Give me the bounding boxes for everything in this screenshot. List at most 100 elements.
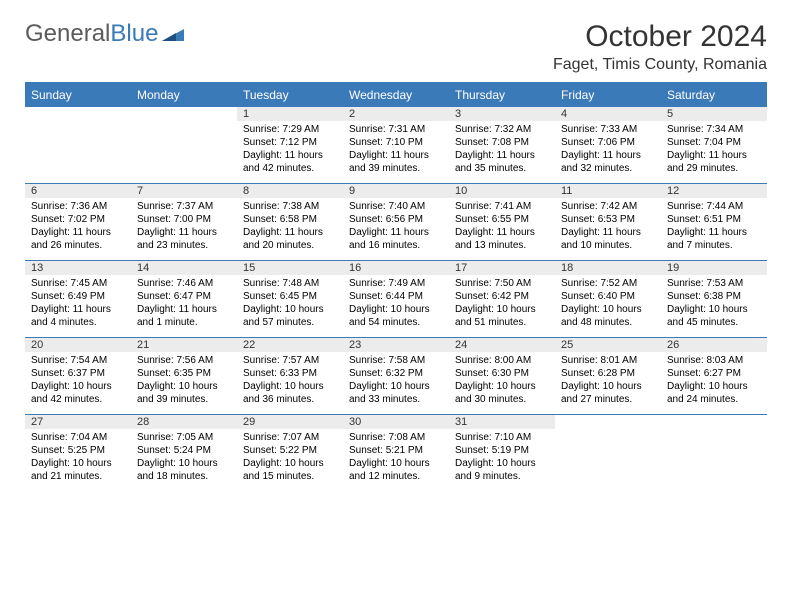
day-cell [555, 429, 661, 491]
day-number: 3 [449, 107, 555, 122]
day-cell-line: Sunrise: 7:52 AM [561, 277, 655, 290]
day-cell-line: Daylight: 10 hours and 15 minutes. [243, 457, 337, 483]
day-cell-line: Sunrise: 7:34 AM [667, 123, 761, 136]
day-cell-line: Sunrise: 7:48 AM [243, 277, 337, 290]
dayhead-sun: Sunday [25, 83, 131, 107]
day-cell: Sunrise: 7:58 AMSunset: 6:32 PMDaylight:… [343, 352, 449, 415]
day-cell-line: Sunrise: 7:07 AM [243, 431, 337, 444]
day-cell-line: Sunrise: 8:00 AM [455, 354, 549, 367]
day-cell-line: Sunrise: 7:42 AM [561, 200, 655, 213]
day-cell: Sunrise: 8:00 AMSunset: 6:30 PMDaylight:… [449, 352, 555, 415]
day-cell-line: Daylight: 11 hours and 16 minutes. [349, 226, 443, 252]
day-cell-line: Sunset: 7:10 PM [349, 136, 443, 149]
day-number: 22 [237, 338, 343, 353]
month-title: October 2024 [553, 20, 767, 54]
day-cell-line: Sunset: 7:02 PM [31, 213, 125, 226]
day-number: 9 [343, 184, 449, 199]
day-number: 17 [449, 261, 555, 276]
day-number: 13 [25, 261, 131, 276]
day-cell-line: Daylight: 11 hours and 20 minutes. [243, 226, 337, 252]
day-cell-line: Daylight: 11 hours and 4 minutes. [31, 303, 125, 329]
day-cell-line: Sunset: 7:06 PM [561, 136, 655, 149]
day-cell-line: Daylight: 11 hours and 10 minutes. [561, 226, 655, 252]
day-cell-line: Sunset: 6:30 PM [455, 367, 549, 380]
day-number [661, 415, 767, 430]
day-cell-line: Daylight: 11 hours and 29 minutes. [667, 149, 761, 175]
day-cell-line: Sunset: 6:55 PM [455, 213, 549, 226]
day-cell-line: Daylight: 11 hours and 42 minutes. [243, 149, 337, 175]
day-cell: Sunrise: 7:54 AMSunset: 6:37 PMDaylight:… [25, 352, 131, 415]
day-cell-line: Daylight: 11 hours and 35 minutes. [455, 149, 549, 175]
day-cell [131, 121, 237, 184]
day-cell-line: Sunset: 7:12 PM [243, 136, 337, 149]
day-cell-line: Sunset: 5:19 PM [455, 444, 549, 457]
location: Faget, Timis County, Romania [553, 56, 767, 74]
day-number [131, 107, 237, 122]
day-cell-line: Daylight: 11 hours and 26 minutes. [31, 226, 125, 252]
day-number: 11 [555, 184, 661, 199]
day-cell-line: Sunrise: 7:04 AM [31, 431, 125, 444]
day-cell: Sunrise: 8:03 AMSunset: 6:27 PMDaylight:… [661, 352, 767, 415]
day-cell-line: Sunrise: 7:37 AM [137, 200, 231, 213]
day-number: 12 [661, 184, 767, 199]
day-number: 30 [343, 415, 449, 430]
dayhead-fri: Friday [555, 83, 661, 107]
day-cell-line: Sunrise: 7:58 AM [349, 354, 443, 367]
day-cell: Sunrise: 7:46 AMSunset: 6:47 PMDaylight:… [131, 275, 237, 338]
day-cell-line: Sunrise: 7:50 AM [455, 277, 549, 290]
day-cell [661, 429, 767, 491]
day-cell: Sunrise: 7:45 AMSunset: 6:49 PMDaylight:… [25, 275, 131, 338]
day-cell-line: Sunset: 6:51 PM [667, 213, 761, 226]
content-row: Sunrise: 7:36 AMSunset: 7:02 PMDaylight:… [25, 198, 767, 261]
day-cell-line: Sunset: 6:37 PM [31, 367, 125, 380]
day-cell-line: Sunset: 5:22 PM [243, 444, 337, 457]
day-header-row: Sunday Monday Tuesday Wednesday Thursday… [25, 83, 767, 107]
day-cell-line: Sunrise: 7:53 AM [667, 277, 761, 290]
day-cell-line: Sunrise: 7:05 AM [137, 431, 231, 444]
day-cell-line: Daylight: 10 hours and 27 minutes. [561, 380, 655, 406]
day-number: 26 [661, 338, 767, 353]
day-number: 6 [25, 184, 131, 199]
calendar-body: 12345 Sunrise: 7:29 AMSunset: 7:12 PMDay… [25, 107, 767, 492]
day-cell-line: Daylight: 11 hours and 23 minutes. [137, 226, 231, 252]
day-cell-line: Sunset: 6:53 PM [561, 213, 655, 226]
day-number: 25 [555, 338, 661, 353]
day-cell-line: Daylight: 10 hours and 12 minutes. [349, 457, 443, 483]
content-row: Sunrise: 7:04 AMSunset: 5:25 PM Daylight:… [25, 429, 767, 491]
day-cell-line: Sunrise: 7:29 AM [243, 123, 337, 136]
day-cell: Sunrise: 7:31 AMSunset: 7:10 PMDaylight:… [343, 121, 449, 184]
day-cell-line: Sunset: 6:27 PM [667, 367, 761, 380]
day-cell: Sunrise: 7:05 AMSunset: 5:24 PMDaylight:… [131, 429, 237, 491]
day-cell: Sunrise: 7:37 AMSunset: 7:00 PMDaylight:… [131, 198, 237, 261]
day-cell-line: Sunset: 6:32 PM [349, 367, 443, 380]
daynum-row: 13141516171819 [25, 261, 767, 276]
day-cell-line: Sunrise: 7:38 AM [243, 200, 337, 213]
day-cell-line: Sunset: 5:25 PM [31, 444, 125, 457]
day-cell-line: Sunset: 6:38 PM [667, 290, 761, 303]
day-cell-line: Sunrise: 7:56 AM [137, 354, 231, 367]
day-cell: Sunrise: 7:10 AMSunset: 5:19 PMDaylight:… [449, 429, 555, 491]
day-number [555, 415, 661, 430]
day-cell-line: Sunset: 6:42 PM [455, 290, 549, 303]
day-number: 19 [661, 261, 767, 276]
content-row: Sunrise: 7:45 AMSunset: 6:49 PMDaylight:… [25, 275, 767, 338]
day-cell-line: Sunrise: 7:40 AM [349, 200, 443, 213]
daynum-row: 6789101112 [25, 184, 767, 199]
day-cell-line: Daylight: 10 hours and 9 minutes. [455, 457, 549, 483]
day-cell-line: Daylight: 10 hours and 30 minutes. [455, 380, 549, 406]
day-cell-line: Sunrise: 7:45 AM [31, 277, 125, 290]
day-cell-line: Daylight: 10 hours and 18 minutes. [137, 457, 231, 483]
day-cell-line: Sunrise: 7:57 AM [243, 354, 337, 367]
day-cell-line: Sunrise: 7:32 AM [455, 123, 549, 136]
day-cell-line: Daylight: 10 hours and 39 minutes. [137, 380, 231, 406]
day-cell-line: Daylight: 10 hours and 42 minutes. [31, 380, 125, 406]
day-cell-line: Sunrise: 8:01 AM [561, 354, 655, 367]
day-number: 2 [343, 107, 449, 122]
day-cell-line: Daylight: 11 hours and 32 minutes. [561, 149, 655, 175]
day-cell-line: Daylight: 10 hours and 24 minutes. [667, 380, 761, 406]
logo: GeneralBlue [25, 20, 184, 48]
day-number: 10 [449, 184, 555, 199]
day-cell-line: Sunset: 5:24 PM [137, 444, 231, 457]
day-number [25, 107, 131, 122]
dayhead-wed: Wednesday [343, 83, 449, 107]
